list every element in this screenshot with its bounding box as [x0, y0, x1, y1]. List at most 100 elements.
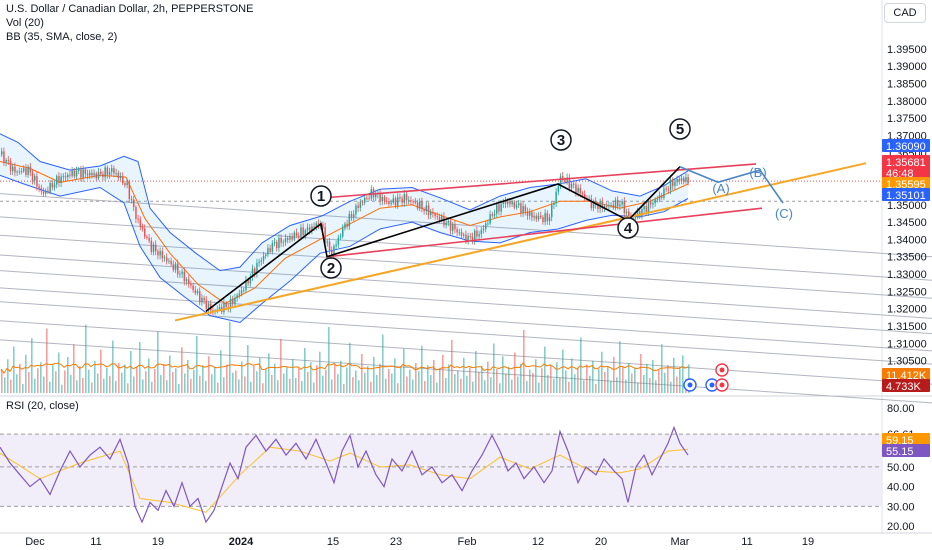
price-candle-body [302, 227, 304, 236]
price-candle-body [364, 197, 366, 203]
volume-bar [196, 336, 198, 393]
price-candle-body [282, 241, 285, 243]
price-candle-body [124, 183, 126, 186]
price-candle-body [236, 295, 238, 298]
price-candle-body [42, 191, 45, 194]
price-candle-body [522, 206, 524, 214]
price-candle-body [645, 206, 648, 212]
volume-bar [94, 360, 96, 393]
price-candle-body [471, 236, 474, 241]
volume-bar [652, 360, 654, 393]
volume-tag-bg [882, 368, 930, 381]
volume-bar [379, 363, 381, 393]
wave-label-circle [617, 217, 639, 239]
price-candle-body [328, 241, 331, 251]
currency-button[interactable]: CAD [884, 3, 926, 23]
price-axis-tick: 1.35000 [887, 200, 927, 212]
bollinger-fill [0, 133, 688, 323]
price-candle-body [139, 219, 142, 227]
volume-bar [526, 381, 528, 393]
volume-bar [454, 374, 456, 393]
price-candle-body [84, 169, 87, 174]
wave-label-1: 1 [317, 188, 325, 205]
price-candle-body [628, 211, 630, 217]
price-candle-body [478, 234, 480, 237]
volume-bar [37, 368, 39, 393]
price-candle-body [157, 251, 159, 256]
price-candle-body [680, 178, 683, 181]
price-candle-body [480, 229, 483, 235]
price-candle-body [421, 201, 423, 210]
volume-bar [16, 374, 18, 393]
volume-bar [349, 342, 351, 393]
rsi-indicator-label[interactable]: RSI (20, close) [6, 400, 79, 412]
price-tag-bg [882, 139, 930, 152]
price-candle-body [467, 235, 469, 243]
price-candle-body [676, 178, 678, 183]
volume-bar [52, 365, 54, 393]
price-candle-body [463, 234, 465, 236]
volume-bar [466, 375, 468, 393]
price-candle-body [309, 227, 311, 231]
volume-bar [151, 381, 153, 393]
price-candle-body [487, 223, 489, 225]
price-candle-body [353, 214, 355, 218]
price-candle-body [658, 195, 661, 200]
bollinger-indicator-label[interactable]: BB (35, SMA, close, 2) [6, 31, 118, 43]
volume-bar [664, 372, 666, 393]
time-axis-tick: 19 [802, 536, 814, 548]
volume-bar [553, 378, 555, 393]
volume-bar [634, 368, 636, 393]
price-candle-body [163, 257, 166, 259]
price-candle-body [597, 205, 599, 209]
price-candle-body [423, 209, 425, 212]
price-candle-body [498, 204, 500, 212]
symbol-title: U.S. Dollar / Canadian Dollar, 2h, PEPPE… [6, 3, 254, 15]
volume-indicator-label[interactable]: Vol (20) [6, 17, 44, 29]
price-candle-body [427, 205, 430, 216]
volume-bar [577, 367, 579, 393]
volume-bar [13, 346, 15, 393]
price-candle-body [207, 303, 210, 309]
price-candle-body [324, 226, 326, 243]
price-candle-body [159, 251, 161, 256]
price-candle-body [146, 236, 148, 238]
price-candle-body [287, 238, 289, 240]
bollinger-lower-band [0, 174, 689, 324]
price-candle-body [53, 184, 56, 188]
price-candle-body [82, 169, 84, 178]
volume-bar [424, 381, 426, 393]
price-candle-body [482, 229, 485, 230]
volume-bar [412, 379, 414, 393]
volume-bar [643, 375, 645, 393]
price-candle-body [223, 303, 225, 313]
volume-bar [235, 370, 237, 393]
rsi-axis-tick: 20.00 [887, 521, 915, 533]
price-candle-body [608, 205, 610, 207]
price-candle-body [465, 234, 467, 243]
price-axis-tick: 1.33000 [887, 269, 927, 281]
price-candle-body [379, 192, 381, 202]
price-candle-body [313, 226, 315, 229]
price-candle-body [460, 232, 463, 236]
price-candle-body [650, 201, 652, 205]
volume-bar [676, 376, 678, 393]
volume-bar [73, 344, 75, 393]
volume-bar [550, 365, 552, 393]
volume-bar [316, 365, 318, 393]
time-axis-tick: 23 [390, 536, 402, 548]
volume-bar [421, 345, 423, 393]
price-candle-body [73, 170, 76, 177]
volume-bar [364, 372, 366, 393]
price-tag: 1.36090 [886, 141, 926, 153]
volume-bar [301, 381, 303, 393]
price-candle-body [619, 204, 621, 207]
volume-bar [193, 369, 195, 393]
price-candle-body [133, 199, 135, 208]
volume-bar [28, 372, 30, 393]
price-candle-body [410, 199, 412, 202]
volume-bar [529, 369, 531, 393]
volume-bar [124, 364, 126, 393]
price-candle-body [95, 173, 98, 179]
